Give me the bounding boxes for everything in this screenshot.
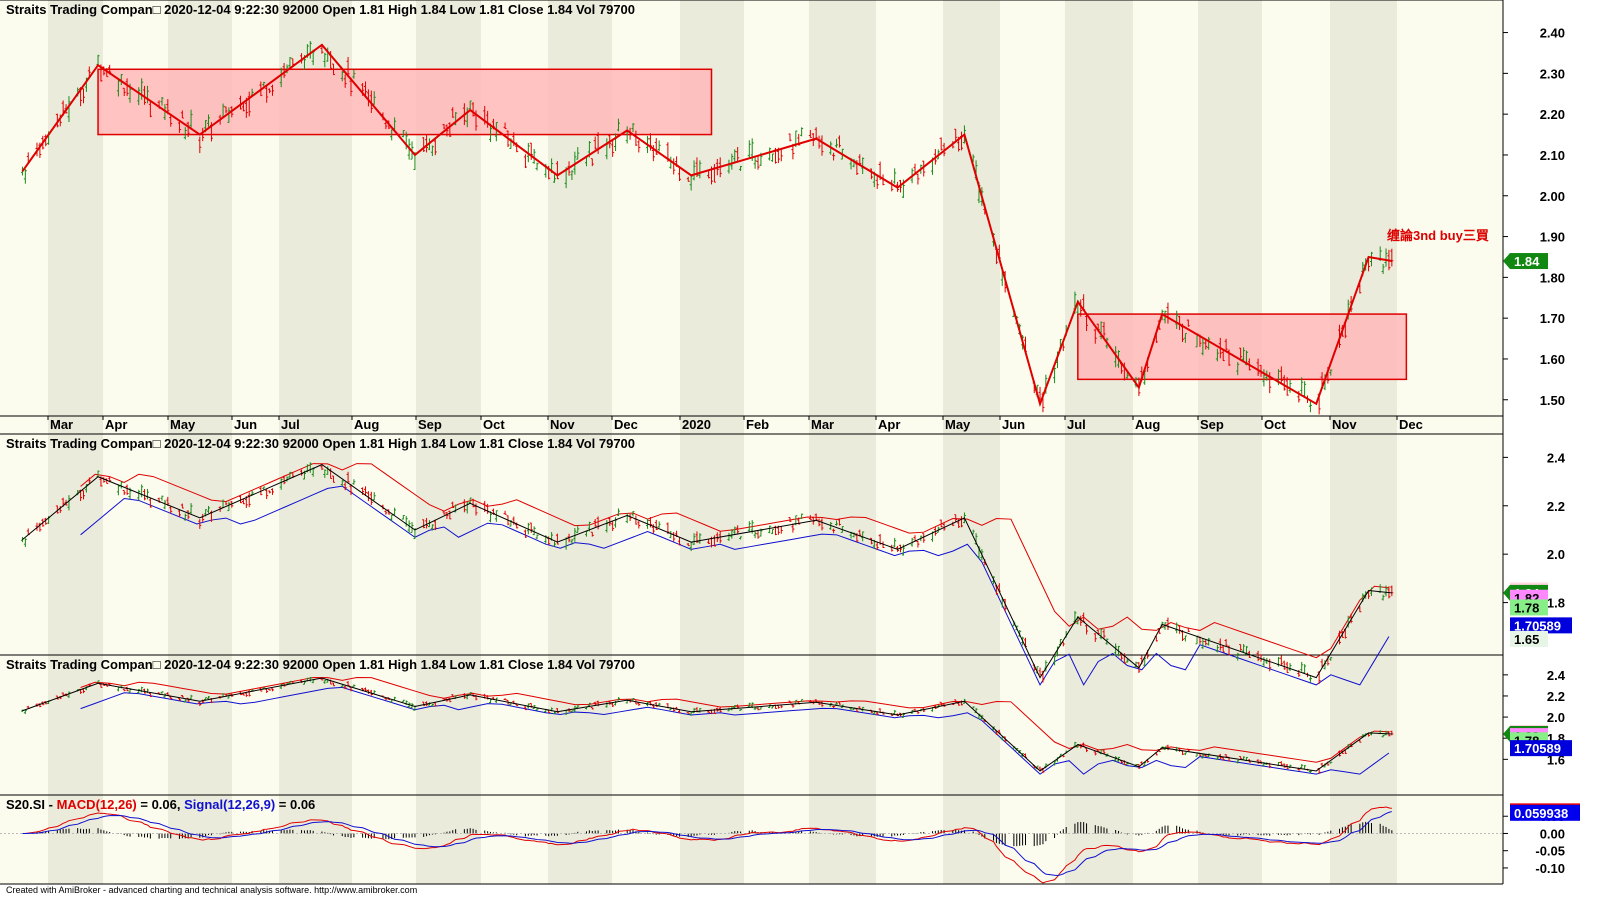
band-pane-2 xyxy=(20,677,1394,775)
macd-line xyxy=(22,806,1392,884)
month-label: Dec xyxy=(1399,417,1423,432)
y-tick-label: 2.2 xyxy=(1547,499,1565,514)
y-tick-label: 1.60 xyxy=(1540,352,1565,367)
pane-title: Straits Trading Compan□ 2020-12-04 9:22:… xyxy=(6,657,635,672)
month-label: May xyxy=(170,417,196,432)
value-label-text: 1.78 xyxy=(1514,600,1539,615)
y-tick-label: -0.05 xyxy=(1535,844,1565,859)
month-label: Feb xyxy=(746,417,769,432)
value-label-text: 0.059938 xyxy=(1514,806,1568,821)
y-tick-label: -0.10 xyxy=(1535,861,1565,876)
month-band xyxy=(1262,0,1330,884)
y-tick-label: 2.4 xyxy=(1547,668,1566,683)
month-band xyxy=(1198,0,1262,884)
month-band xyxy=(876,0,943,884)
value-label xyxy=(1510,599,1548,616)
y-tick-label: 0.00 xyxy=(1540,826,1565,841)
month-label: Dec xyxy=(614,417,638,432)
value-label xyxy=(1510,630,1548,647)
month-label: Jun xyxy=(1002,417,1025,432)
zigzag-line xyxy=(21,43,1393,408)
month-band xyxy=(1133,0,1198,884)
band-pane-1 xyxy=(20,462,1394,686)
month-band xyxy=(943,0,1000,884)
month-bands xyxy=(0,0,1503,884)
y-tick-label: 1.80 xyxy=(1540,270,1565,285)
y-tick-label: 2.30 xyxy=(1540,66,1565,81)
signal-line xyxy=(22,811,1392,877)
lower-band xyxy=(80,485,1390,686)
y-tick-label: 1.8 xyxy=(1547,596,1565,611)
y-tick-label: 2.4 xyxy=(1547,450,1566,465)
price-pane xyxy=(20,40,1408,415)
y-tick-label: 1.90 xyxy=(1540,230,1565,245)
lower-band xyxy=(80,686,1390,775)
month-label: Jun xyxy=(234,417,257,432)
zigzag-line xyxy=(22,677,1392,772)
value-label-arrow xyxy=(1503,253,1510,270)
y-tick-label: 2.20 xyxy=(1540,107,1565,122)
y-tick-label: 2.40 xyxy=(1540,26,1565,41)
y-tick-label: 2.00 xyxy=(1540,189,1565,204)
footer-text: Created with AmiBroker - advanced charti… xyxy=(6,885,418,895)
month-label: Sep xyxy=(418,417,442,432)
month-band xyxy=(1000,0,1065,884)
month-band xyxy=(1065,0,1133,884)
y-tick-label: 1.50 xyxy=(1540,393,1565,408)
value-labels: 1.841.851.841.821.781.705891.651.851.841… xyxy=(1503,253,1580,821)
month-label: Apr xyxy=(878,417,900,432)
month-band xyxy=(232,0,279,884)
y-tick-label: 2.2 xyxy=(1547,689,1565,704)
month-band xyxy=(612,0,680,884)
value-label-text: 1.84 xyxy=(1514,254,1540,269)
pivot-zone xyxy=(97,68,713,136)
panes: Mar Apr May Jun Jul Aug Sep Oct Nov Dec 2020 Feb Mar… xyxy=(0,0,1566,885)
month-label: Oct xyxy=(483,417,505,432)
macd-pane xyxy=(0,806,1503,884)
month-label: Mar xyxy=(811,417,834,432)
value-label-arrow xyxy=(1503,725,1510,742)
month-label: Nov xyxy=(1332,417,1357,432)
month-band xyxy=(279,0,352,884)
month-band xyxy=(1397,0,1503,884)
month-band xyxy=(481,0,548,884)
value-label xyxy=(1510,804,1580,821)
value-label-text: 1.70589 xyxy=(1514,618,1561,633)
macd-title: S20.SI - MACD(12,26) = 0.06, Signal(12,2… xyxy=(6,797,315,812)
month-label: Aug xyxy=(354,417,379,432)
month-label: Jul xyxy=(1067,417,1086,432)
y-tick-label: 2.0 xyxy=(1547,547,1565,562)
pivot-zone xyxy=(1077,313,1408,381)
month-band xyxy=(680,0,744,884)
month-label: Apr xyxy=(105,417,127,432)
month-band xyxy=(809,0,876,884)
month-label: Nov xyxy=(550,417,575,432)
month-label: May xyxy=(945,417,971,432)
chanlun-annotation: 缠論3nd buy三買 xyxy=(1387,228,1489,243)
y-tick-label: 2.0 xyxy=(1547,710,1565,725)
month-label: Oct xyxy=(1264,417,1286,432)
month-label: Sep xyxy=(1200,417,1224,432)
month-band xyxy=(744,0,809,884)
month-label: Mar xyxy=(50,417,73,432)
month-band xyxy=(48,0,103,884)
y-tick-label: 1.70 xyxy=(1540,311,1565,326)
month-label: 2020 xyxy=(682,417,711,432)
value-label-arrow xyxy=(1503,584,1510,601)
value-label-text: 1.65 xyxy=(1514,632,1539,647)
zigzag-line xyxy=(22,464,1392,679)
month-band xyxy=(103,0,168,884)
pane-title: Straits Trading Compan□ 2020-12-04 9:22:… xyxy=(6,436,635,451)
value-label xyxy=(1510,253,1548,270)
value-label-text: 1.70589 xyxy=(1514,741,1561,756)
month-band xyxy=(352,0,416,884)
y-tick-label: 2.10 xyxy=(1540,148,1565,163)
month-label: Aug xyxy=(1135,417,1160,432)
value-label xyxy=(1510,740,1572,757)
pane-title: Straits Trading Compan□ 2020-12-04 9:22:… xyxy=(6,2,635,17)
month-label: Jul xyxy=(281,417,300,432)
value-label xyxy=(1510,617,1572,634)
